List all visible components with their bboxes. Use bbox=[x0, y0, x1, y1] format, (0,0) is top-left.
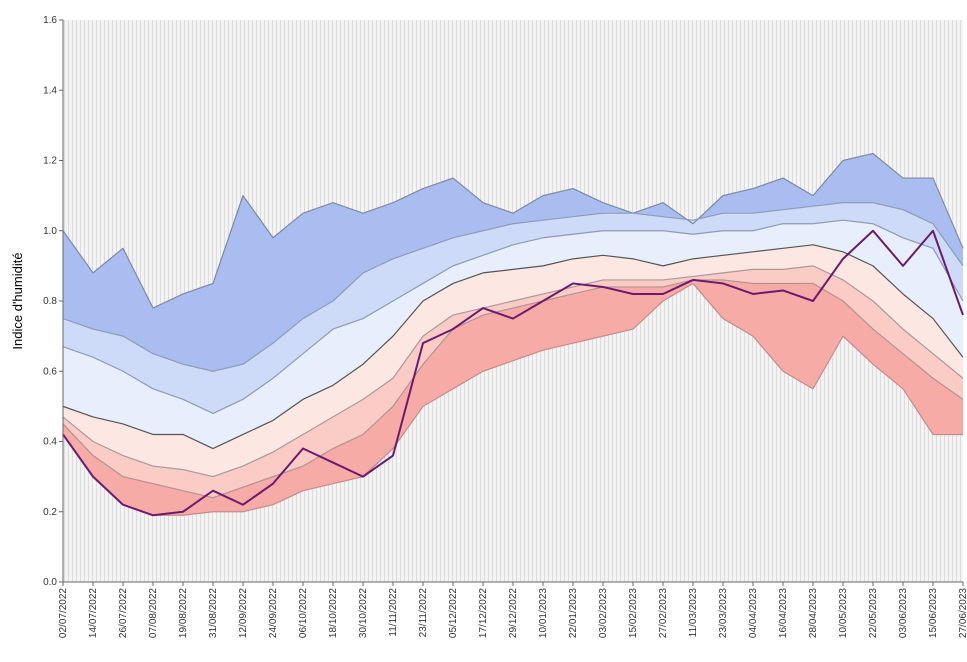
y-tick-label: 0.8 bbox=[43, 296, 57, 307]
y-tick-label: 0.0 bbox=[43, 577, 57, 588]
x-tick-label: 18/10/2022 bbox=[328, 588, 339, 638]
x-tick-label: 11/03/2023 bbox=[688, 588, 699, 638]
x-tick-label: 10/05/2023 bbox=[838, 588, 849, 638]
x-tick-label: 03/06/2023 bbox=[898, 588, 909, 638]
band bbox=[63, 265, 963, 498]
series-line bbox=[62, 279, 964, 499]
plot bbox=[62, 152, 964, 517]
x-tick-label: 26/07/2022 bbox=[118, 588, 129, 638]
y-axis-label: Indice d'humidité bbox=[10, 252, 25, 349]
y-tick-label: 1.6 bbox=[43, 15, 57, 26]
x-tick-label: 24/09/2022 bbox=[268, 588, 279, 638]
band bbox=[63, 202, 963, 414]
band bbox=[63, 279, 963, 516]
x-tick-label: 14/07/2022 bbox=[88, 588, 99, 638]
band bbox=[63, 244, 963, 477]
x-tick-label: 23/03/2023 bbox=[718, 588, 729, 638]
band bbox=[63, 220, 963, 449]
series-line bbox=[62, 219, 964, 414]
y-tick-label: 0.6 bbox=[43, 366, 57, 377]
x-tick-label: 23/11/2022 bbox=[418, 588, 429, 638]
x-tick-label: 22/01/2023 bbox=[568, 588, 579, 638]
series-line bbox=[62, 202, 964, 372]
x-tick-label: 15/02/2023 bbox=[628, 588, 639, 638]
y-tick-label: 1.0 bbox=[43, 226, 57, 237]
series-line bbox=[62, 265, 964, 478]
x-tick-label: 31/08/2022 bbox=[208, 588, 219, 638]
x-tick-label: 17/12/2022 bbox=[478, 588, 489, 638]
x-tick-label: 11/11/2022 bbox=[388, 588, 399, 637]
x-tick-label: 30/10/2022 bbox=[358, 588, 369, 638]
y-tick-label: 1.2 bbox=[43, 156, 57, 167]
y-tick-label: 1.4 bbox=[43, 85, 57, 96]
x-tick-label: 15/06/2023 bbox=[928, 588, 939, 638]
x-tick-label: 22/05/2023 bbox=[868, 588, 879, 638]
y-tick-label: 0.2 bbox=[43, 507, 57, 518]
x-tick-label: 27/06/2023 bbox=[958, 588, 967, 638]
x-tick-label: 28/04/2023 bbox=[808, 588, 819, 638]
x-tick-label: 04/04/2023 bbox=[748, 588, 759, 638]
series-line bbox=[62, 244, 964, 450]
x-tick-label: 16/04/2023 bbox=[778, 588, 789, 638]
series-line bbox=[62, 282, 963, 516]
series-line bbox=[62, 229, 964, 517]
x-tick-label: 06/10/2022 bbox=[298, 588, 309, 638]
x-tick-label: 29/12/2022 bbox=[508, 588, 519, 638]
y-tick-label: 0.4 bbox=[43, 437, 57, 448]
x-tick-label: 10/01/2023 bbox=[538, 588, 549, 638]
x-tick-label: 27/02/2023 bbox=[658, 588, 669, 638]
x-tick-label: 02/07/2022 bbox=[58, 588, 69, 638]
x-tick-label: 12/09/2022 bbox=[238, 588, 249, 638]
x-tick-label: 05/12/2022 bbox=[448, 588, 459, 638]
band bbox=[63, 153, 963, 372]
x-tick-label: 07/08/2022 bbox=[148, 588, 159, 638]
x-tick-label: 03/02/2023 bbox=[598, 588, 609, 638]
series-line bbox=[62, 152, 964, 309]
x-tick-label: 19/08/2022 bbox=[178, 588, 189, 638]
